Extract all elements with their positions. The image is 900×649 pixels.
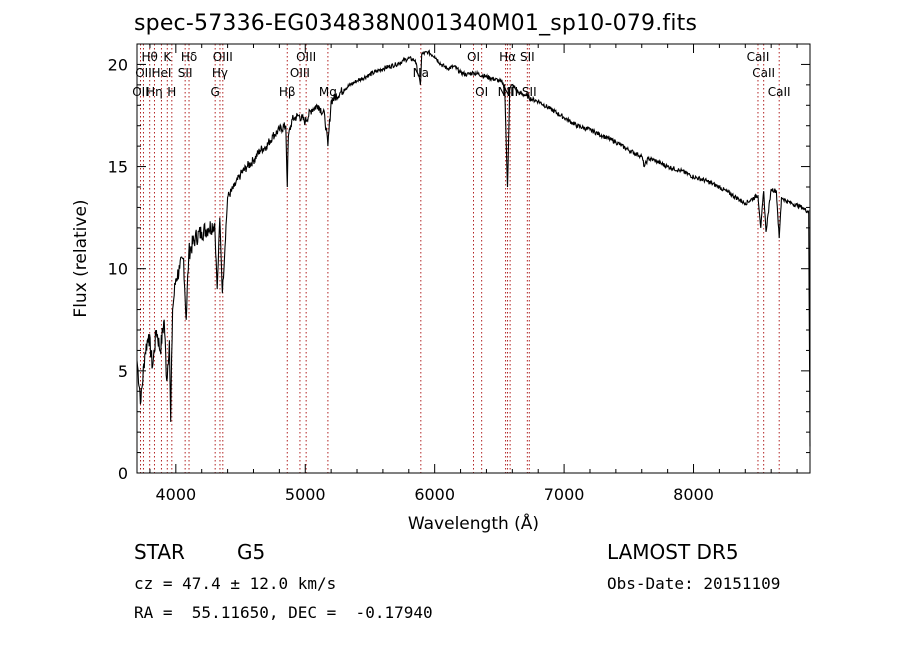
line-label-22: SII xyxy=(520,50,535,64)
line-label-20: Hα xyxy=(499,50,516,64)
x-tick-label-4: 8000 xyxy=(673,485,714,504)
line-label-8: Hδ xyxy=(181,50,197,64)
object-class: STAR xyxy=(134,540,185,564)
line-label-18: OI xyxy=(475,85,488,99)
line-label-17: OI xyxy=(467,50,480,64)
line-label-13: OIII xyxy=(290,66,310,80)
line-label-6: H xyxy=(167,85,176,99)
spectrum-line xyxy=(136,49,811,447)
line-label-25: CaII xyxy=(752,66,775,80)
line-labels: OIIOIIHθHηHeIKHSIIHδGHγOIIIHβOIIIOIIIMgN… xyxy=(132,50,790,99)
line-label-24: CaII xyxy=(747,50,770,64)
y-tick-label-3: 15 xyxy=(108,158,128,177)
x-tick-label-2: 6000 xyxy=(414,485,455,504)
line-label-15: Mg xyxy=(319,85,337,99)
line-label-5: K xyxy=(163,50,172,64)
line-label-26: CaII xyxy=(768,85,791,99)
subclass: G5 xyxy=(237,540,266,564)
y-axis-label: Flux (relative) xyxy=(71,199,91,317)
line-label-4: HeI xyxy=(151,66,171,80)
line-label-1: OII xyxy=(135,66,152,80)
line-label-2: Hθ xyxy=(141,50,157,64)
line-label-0: OII xyxy=(132,85,149,99)
axis-ticks: 4000 5000 6000 7000 8000 0 5 10 15 20 xyxy=(108,43,810,504)
x-axis-label: Wavelength (Å) xyxy=(408,512,539,534)
obs-date: Obs-Date: 20151109 xyxy=(607,574,781,593)
emission-line-markers xyxy=(139,44,780,473)
x-tick-label-0: 4000 xyxy=(155,485,196,504)
y-tick-label-1: 5 xyxy=(118,362,128,381)
y-tick-label-0: 0 xyxy=(118,464,128,483)
line-label-10: Hγ xyxy=(212,66,228,80)
x-tick-label-3: 7000 xyxy=(544,485,585,504)
line-label-12: Hβ xyxy=(279,85,296,99)
redshift-info: cz = 47.4 ± 12.0 km/s xyxy=(134,574,337,593)
coordinates: RA = 55.11650, DEC = -0.17940 xyxy=(134,603,433,622)
line-label-7: SII xyxy=(178,66,193,80)
x-tick-label-1: 5000 xyxy=(285,485,326,504)
line-label-14: OIII xyxy=(296,50,316,64)
line-label-3: Hη xyxy=(146,85,163,99)
chart-title: spec-57336-EG034838N001340M01_sp10-079.f… xyxy=(134,11,698,36)
line-label-11: OIII xyxy=(213,50,233,64)
y-tick-label-2: 10 xyxy=(108,260,128,279)
y-tick-label-4: 20 xyxy=(108,55,128,74)
line-label-9: G xyxy=(211,85,220,99)
survey-name: LAMOST DR5 xyxy=(607,540,739,564)
plot-frame xyxy=(136,43,811,474)
